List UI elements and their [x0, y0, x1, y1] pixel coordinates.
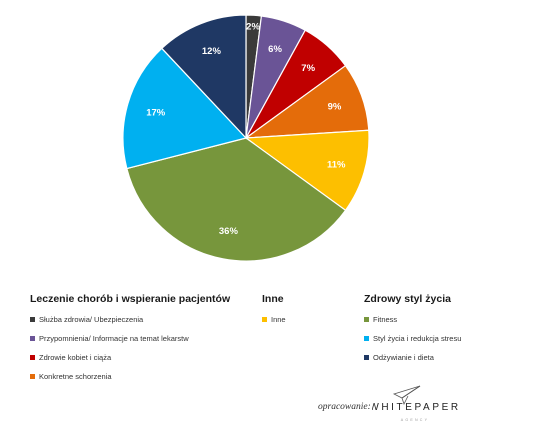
legend-item-medication-reminders: Przypomnienia/ Informacje na temat lekar… — [30, 333, 230, 343]
pie-slice — [126, 137, 347, 262]
pie-data-label: 11% — [327, 160, 346, 171]
pie-data-label: 9% — [328, 102, 342, 113]
legend-group-title: Leczenie chorób i wspieranie pacjentów — [30, 293, 231, 305]
pie-data-label: 36% — [219, 226, 239, 237]
pie-data-label: 2% — [246, 22, 260, 33]
pie-data-labels: 2% 6% 7% 9% 11% 36% 17% 12% — [146, 22, 346, 237]
legend-item-lifestyle-stress: Styl życia i redukcja stresu — [364, 333, 461, 343]
brand-logo: WHITEPAPER AGENCY — [372, 385, 458, 422]
legend-swatch — [262, 316, 267, 322]
legend-item-fitness: Fitness — [364, 314, 461, 324]
legend-item-label: Odżywianie i dieta — [373, 352, 434, 362]
legend-group-healthy-lifestyle: Zdrowy styl życia Fitness Styl życia i r… — [364, 293, 461, 371]
legend-swatch — [30, 316, 35, 322]
legend-item-label: Służba zdrowia/ Ubezpieczenia — [39, 314, 144, 324]
legend-group-title: Zdrowy styl życia — [364, 293, 451, 305]
legend-item-womens-health: Zdrowie kobiet i ciąża — [30, 352, 230, 362]
pie-data-label: 6% — [268, 44, 282, 55]
pie-data-label: 12% — [202, 46, 222, 57]
legend-item-label: Zdrowie kobiet i ciąża — [39, 352, 112, 362]
brand-tagline: AGENCY — [401, 418, 429, 422]
legend-item-label: Styl życia i redukcja stresu — [373, 333, 462, 343]
legend-group-title: Inne — [262, 293, 284, 305]
footer-credit: opracowanie: WHITEPAPER AGENCY — [318, 380, 458, 430]
legend-item-label: Konkretne schorzenia — [39, 371, 112, 381]
legend-item-label: Inne — [271, 314, 286, 324]
legend-group-other: Inne Inne — [262, 293, 286, 333]
legend-swatch — [30, 335, 35, 341]
legend-item-label: Przypomnienia/ Informacje na temat lekar… — [39, 333, 189, 343]
credit-label: opracowanie: — [318, 402, 371, 412]
legend-item-specific-conditions: Konkretne schorzenia — [30, 371, 230, 381]
legend-swatch — [30, 373, 35, 379]
legend-swatch — [364, 354, 369, 360]
brand-name: WHITEPAPER — [372, 402, 458, 413]
legend-swatch — [364, 316, 369, 322]
legend-item-healthcare-insurance: Służba zdrowia/ Ubezpieczenia — [30, 314, 230, 324]
pie-data-label: 17% — [146, 107, 166, 118]
legend-item-other: Inne — [262, 314, 286, 324]
pie-slice — [244, 129, 370, 212]
legend-swatch — [364, 335, 369, 341]
pie-slices — [122, 14, 370, 262]
legend-group-treatment: Leczenie chorób i wspieranie pacjentów S… — [30, 293, 230, 390]
pie-data-label: 7% — [301, 63, 315, 74]
legend-item-label: Fitness — [373, 314, 398, 324]
paper-plane-icon — [392, 385, 421, 406]
pie-slice — [122, 47, 248, 170]
legend-item-nutrition-diet: Odżywianie i dieta — [364, 352, 461, 362]
pie-slice — [160, 14, 247, 140]
legend-swatch — [30, 354, 35, 360]
